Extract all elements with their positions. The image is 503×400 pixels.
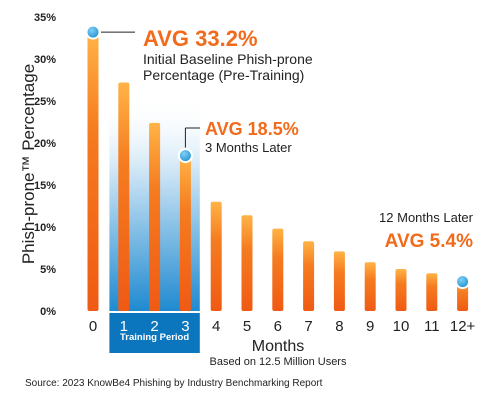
y-tick-label: 20% bbox=[34, 138, 56, 150]
bar bbox=[457, 281, 469, 311]
annotation-text: 12 Months Later bbox=[379, 210, 474, 225]
y-tick-label: 30% bbox=[34, 54, 56, 66]
x-tick-label: 0 bbox=[89, 318, 97, 335]
x-tick-label: 8 bbox=[335, 318, 343, 335]
bar bbox=[149, 122, 161, 311]
y-tick-label: 15% bbox=[34, 180, 56, 192]
x-tick-label: 10 bbox=[393, 318, 410, 335]
x-tick-label: 2 bbox=[150, 318, 158, 335]
annotation-avg: AVG 18.5% bbox=[205, 119, 299, 139]
annotation-text: 3 Months Later bbox=[205, 140, 292, 155]
y-tick-label: 5% bbox=[40, 264, 56, 276]
training-box bbox=[109, 313, 200, 353]
annotation-text: Percentage (Pre-Training) bbox=[143, 67, 304, 83]
y-tick-label: 25% bbox=[34, 96, 56, 108]
y-tick-label: 35% bbox=[34, 12, 56, 24]
bar bbox=[179, 155, 191, 311]
annotation-avg: AVG 33.2% bbox=[143, 26, 258, 51]
y-axis-label: Phish-prone™ Percentage bbox=[19, 64, 38, 264]
annotation-avg: AVG 5.4% bbox=[385, 231, 473, 252]
marker-dot bbox=[85, 24, 101, 40]
x-tick-label: 3 bbox=[181, 318, 189, 335]
marker-dot bbox=[177, 148, 193, 164]
bar bbox=[241, 215, 253, 311]
axes: 0% 5% 10% 15% 20% 25% 30% 35% Phish-prone™ Perce… bbox=[19, 12, 56, 318]
source-note: Source: 2023 KnowBe4 Phishing by Industr… bbox=[25, 378, 323, 389]
bar bbox=[303, 241, 315, 311]
marker-dot bbox=[455, 274, 471, 290]
x-tick-label: 7 bbox=[304, 318, 312, 335]
x-tick-label: 12+ bbox=[450, 318, 476, 335]
bar bbox=[333, 251, 345, 311]
x-tick-label: 4 bbox=[212, 318, 220, 335]
x-tick-label: 6 bbox=[274, 318, 282, 335]
bars bbox=[87, 32, 469, 312]
x-tick-label: 5 bbox=[243, 318, 251, 335]
bar bbox=[272, 228, 284, 311]
bar bbox=[118, 82, 130, 312]
y-tick-label: 10% bbox=[34, 222, 56, 234]
x-tick-label: 9 bbox=[366, 318, 374, 335]
y-tick-label: 0% bbox=[40, 306, 56, 318]
training-period-label: Training Period bbox=[120, 332, 189, 343]
x-tick-label: 1 bbox=[120, 318, 128, 335]
bar bbox=[87, 32, 99, 312]
bar bbox=[210, 201, 222, 311]
subtitle: Based on 12.5 Million Users bbox=[210, 356, 347, 368]
bar bbox=[426, 273, 438, 311]
x-axis-label: Months bbox=[252, 338, 304, 355]
annotation-text: Initial Baseline Phish-prone bbox=[143, 51, 313, 67]
x-tick-label: 11 bbox=[424, 318, 440, 335]
bar bbox=[395, 269, 407, 311]
bar bbox=[364, 262, 376, 311]
